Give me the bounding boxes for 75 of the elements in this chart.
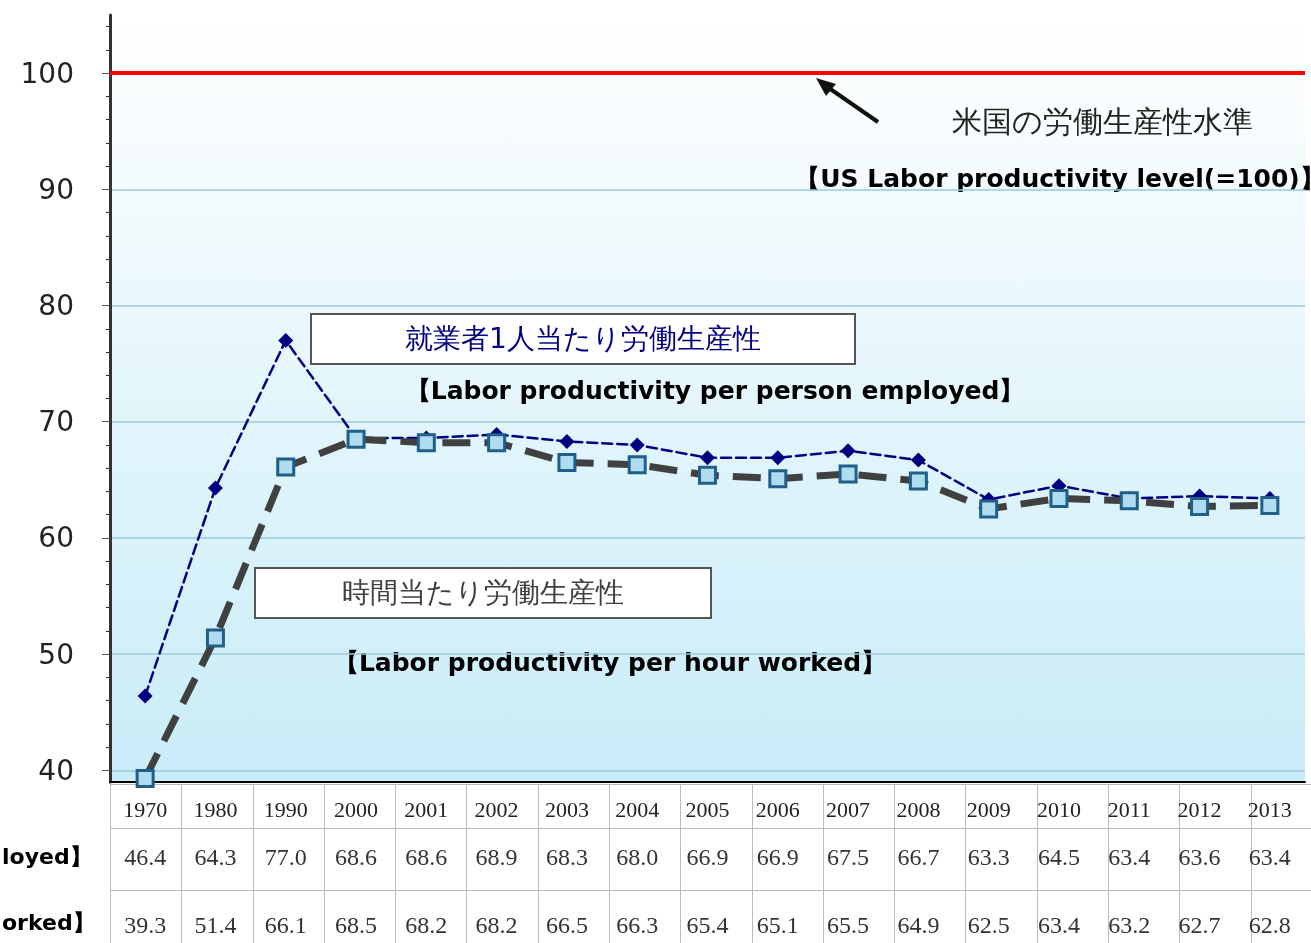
data-label: 65.4: [686, 912, 729, 938]
x-tick-label: 2006: [755, 796, 800, 822]
x-tick-label: 1980: [193, 796, 238, 822]
x-tick-label: 2003: [544, 796, 589, 822]
data-label: 65.1: [756, 912, 799, 938]
data-label: 63.4: [1108, 844, 1151, 870]
point: [278, 332, 294, 348]
data-label: 39.3: [124, 912, 167, 938]
data-label: 68.3: [545, 844, 588, 870]
data-label: 67.5: [827, 844, 870, 870]
point: [910, 452, 926, 468]
label-box: 時間当たり労働生産性: [254, 567, 712, 619]
data-label: 68.6: [405, 844, 448, 870]
y-tick-label: 50: [38, 637, 74, 671]
data-label: 63.2: [1108, 912, 1151, 938]
x-tick-label: 2001: [404, 796, 449, 822]
point: [137, 688, 153, 704]
data-label: 62.5: [967, 912, 1010, 938]
y-tick-label: 70: [38, 405, 74, 439]
point: [840, 443, 856, 459]
x-tick-label: 2009: [966, 796, 1011, 822]
y-tick-label: 40: [38, 753, 74, 787]
point: [207, 480, 223, 496]
data-label: 62.8: [1248, 912, 1291, 938]
x-tick-label: 2005: [685, 796, 730, 822]
data-label: 66.7: [897, 844, 940, 870]
text: loyed】: [2, 843, 92, 871]
x-tick-label: 2002: [474, 796, 519, 822]
data-label: 63.4: [1248, 844, 1291, 870]
ref-line-label: 米国の労働生産性水準: [951, 103, 1253, 139]
point: [629, 437, 645, 453]
data-label: 77.0: [264, 844, 307, 870]
y-tick-label: 80: [38, 289, 74, 323]
data-label: 66.3: [616, 912, 659, 938]
data-label: 68.6: [335, 844, 378, 870]
y-tick-label: 90: [38, 172, 74, 206]
point: [559, 434, 575, 449]
x-tick-label: 2011: [1107, 796, 1151, 822]
data-label: 63.3: [967, 844, 1010, 870]
x-tick-label: 2000: [334, 796, 379, 822]
data-label: 63.4: [1037, 912, 1080, 938]
data-label: 63.6: [1178, 844, 1221, 870]
y-tick-label: 60: [38, 521, 74, 555]
point: [770, 450, 786, 466]
data-label: 66.9: [686, 844, 729, 870]
x-tick-label: 1970: [123, 796, 168, 822]
data-label: 68.5: [335, 912, 378, 938]
data-label: 66.5: [545, 912, 588, 938]
annotation: 【Labor productivity per person employed】: [405, 375, 1025, 405]
data-label: 68.2: [405, 912, 448, 938]
x-tick-label: 2004: [615, 796, 660, 822]
x-tick-label: 2012: [1177, 796, 1222, 822]
data-label: 66.1: [264, 912, 307, 938]
data-label: 66.9: [756, 844, 799, 870]
annotation: 【Labor productivity per hour worked】: [333, 647, 887, 677]
data-label: 68.0: [616, 844, 659, 870]
label-box: 就業者1人当たり労働生産性: [310, 313, 856, 365]
data-label: 68.9: [475, 844, 518, 870]
data-label: 65.5: [827, 912, 870, 938]
annotation: 【US Labor productivity level(=100)】: [795, 163, 1311, 193]
text: orked】: [2, 909, 95, 937]
y-tick-label: 100: [20, 56, 74, 90]
x-tick-label: 2007: [826, 796, 871, 822]
data-label: 64.9: [897, 912, 940, 938]
x-tick-label: 2008: [896, 796, 941, 822]
x-tick-label: 2010: [1036, 796, 1081, 822]
x-tick-label: 1990: [263, 796, 308, 822]
data-label: 51.4: [194, 912, 237, 938]
point: [700, 450, 715, 466]
x-tick-label: 2013: [1247, 796, 1292, 822]
data-label: 46.4: [124, 844, 167, 870]
data-label: 62.7: [1178, 912, 1221, 938]
data-label: 68.2: [475, 912, 518, 938]
data-label: 64.5: [1037, 844, 1080, 870]
data-label: 64.3: [194, 844, 237, 870]
